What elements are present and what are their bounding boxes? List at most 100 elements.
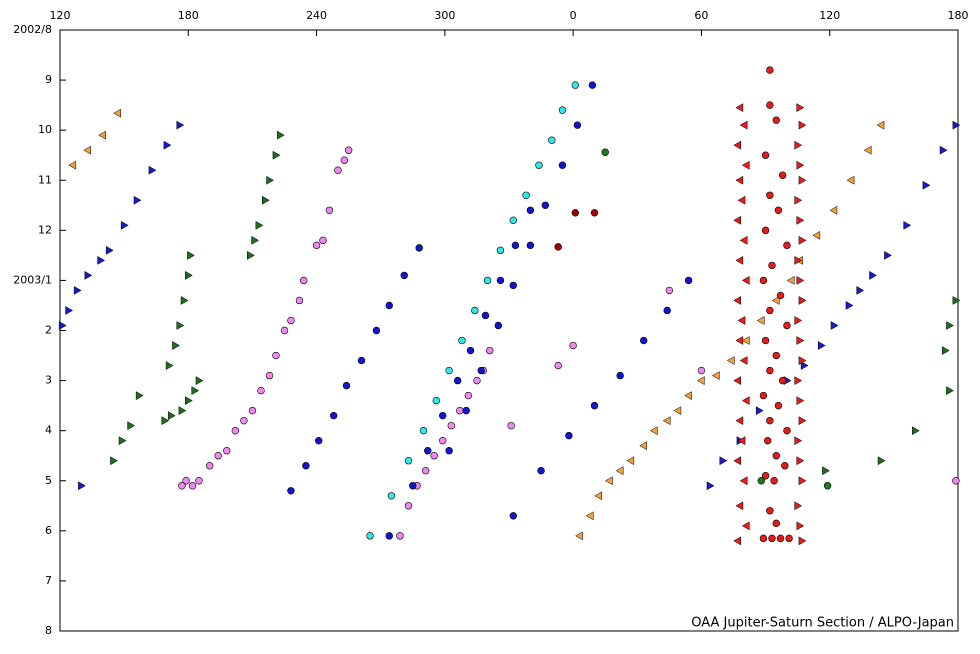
point bbox=[794, 501, 803, 511]
point bbox=[737, 436, 746, 446]
point bbox=[344, 146, 353, 154]
point bbox=[946, 321, 954, 330]
point bbox=[541, 201, 550, 209]
point bbox=[822, 466, 830, 476]
point bbox=[430, 452, 438, 460]
point bbox=[696, 376, 705, 386]
point bbox=[466, 346, 475, 355]
point bbox=[447, 421, 455, 430]
point bbox=[774, 206, 783, 215]
point bbox=[726, 356, 735, 365]
point bbox=[272, 351, 280, 360]
point bbox=[733, 536, 742, 546]
point bbox=[737, 195, 746, 205]
point bbox=[616, 371, 624, 380]
point bbox=[340, 156, 349, 164]
point bbox=[781, 462, 789, 470]
x-tick-label: 120 bbox=[50, 9, 71, 22]
point bbox=[247, 250, 255, 260]
point bbox=[575, 531, 583, 541]
point bbox=[829, 205, 838, 215]
point bbox=[295, 296, 304, 305]
point bbox=[105, 245, 114, 255]
point bbox=[571, 81, 579, 89]
point bbox=[798, 416, 807, 426]
point bbox=[439, 411, 447, 420]
point bbox=[571, 209, 579, 217]
point bbox=[182, 477, 190, 485]
y-tick-label: 8 bbox=[45, 624, 52, 637]
point bbox=[496, 276, 505, 285]
point bbox=[761, 151, 770, 159]
point bbox=[876, 120, 885, 130]
point bbox=[783, 241, 791, 250]
point bbox=[761, 336, 770, 345]
point bbox=[97, 255, 106, 265]
point bbox=[663, 306, 671, 315]
point bbox=[65, 306, 74, 315]
point bbox=[697, 366, 706, 375]
point bbox=[772, 452, 780, 460]
point bbox=[774, 401, 783, 410]
point bbox=[798, 356, 807, 365]
point bbox=[257, 386, 265, 395]
point bbox=[172, 341, 180, 350]
point bbox=[486, 346, 494, 355]
point bbox=[387, 492, 396, 500]
point bbox=[759, 276, 768, 285]
point bbox=[796, 521, 805, 531]
point bbox=[739, 356, 748, 365]
point bbox=[214, 452, 222, 460]
point bbox=[741, 160, 750, 170]
point bbox=[884, 250, 892, 260]
point bbox=[569, 341, 577, 350]
point bbox=[419, 426, 428, 435]
point bbox=[594, 491, 603, 501]
point bbox=[735, 336, 744, 345]
point bbox=[796, 160, 805, 170]
point bbox=[794, 255, 803, 265]
y-tick-label: 2 bbox=[45, 324, 52, 337]
point bbox=[741, 275, 750, 285]
point bbox=[385, 301, 393, 310]
x-tick-label: 60 bbox=[694, 9, 708, 22]
y-tick-label: 7 bbox=[45, 574, 52, 587]
point bbox=[178, 482, 186, 490]
point bbox=[673, 406, 682, 416]
point bbox=[798, 476, 807, 486]
point bbox=[526, 206, 535, 215]
point bbox=[759, 391, 768, 400]
point bbox=[766, 366, 774, 375]
point bbox=[167, 411, 176, 421]
point bbox=[796, 396, 805, 406]
point bbox=[796, 336, 805, 345]
point bbox=[783, 426, 791, 435]
point bbox=[798, 120, 807, 130]
point bbox=[535, 161, 543, 169]
point bbox=[439, 436, 447, 445]
point bbox=[684, 391, 692, 401]
point bbox=[877, 456, 886, 466]
point bbox=[262, 195, 270, 205]
point bbox=[771, 296, 780, 305]
point bbox=[615, 466, 624, 476]
point bbox=[706, 481, 715, 491]
point bbox=[248, 406, 257, 415]
credit: OAA Jupiter-Saturn Section / ALPO-Japan bbox=[691, 616, 954, 631]
point bbox=[302, 462, 310, 470]
point bbox=[770, 477, 778, 485]
point bbox=[735, 501, 744, 511]
point bbox=[421, 467, 430, 475]
point bbox=[255, 220, 264, 230]
point bbox=[939, 145, 948, 155]
point bbox=[334, 166, 342, 174]
point bbox=[357, 356, 366, 365]
point bbox=[768, 534, 776, 543]
point bbox=[766, 66, 774, 74]
point bbox=[558, 106, 567, 114]
point bbox=[684, 276, 693, 285]
point bbox=[554, 361, 562, 370]
point bbox=[756, 316, 765, 325]
x-tick-label: 300 bbox=[434, 9, 455, 22]
point bbox=[778, 376, 787, 385]
